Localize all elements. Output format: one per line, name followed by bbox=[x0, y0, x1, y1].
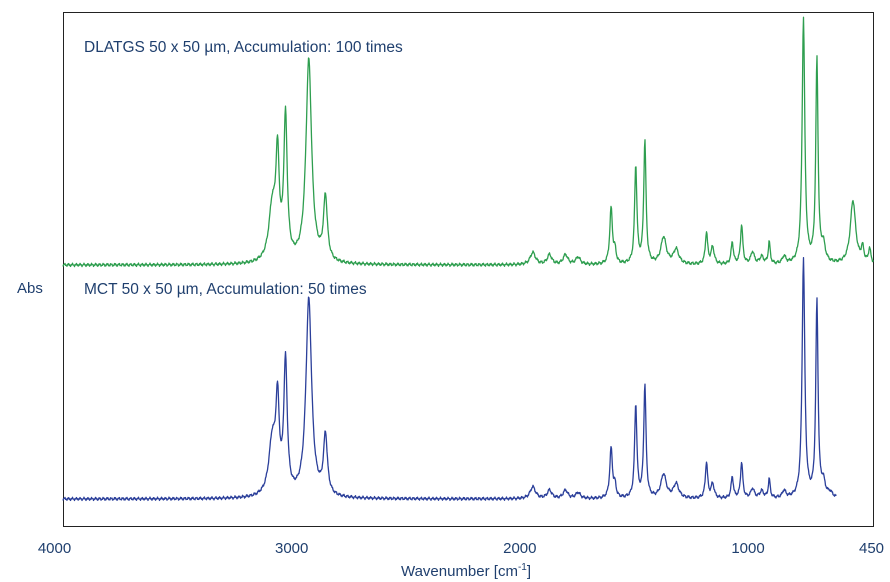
x-tick-label: 2000 bbox=[503, 540, 536, 557]
x-axis-ticks: 4000 3000 2000 1000 450 bbox=[38, 540, 884, 557]
x-tick-label: 3000 bbox=[275, 540, 308, 557]
x-axis-label-unit-exponent: -1 bbox=[518, 562, 527, 573]
y-axis-label: Abs bbox=[17, 280, 43, 297]
series-line-mct bbox=[62, 257, 837, 502]
x-tick-label: 4000 bbox=[38, 540, 71, 557]
series-label-mct: MCT 50 x 50 µm, Accumulation: 50 times bbox=[84, 281, 367, 298]
series-line-dlatgs bbox=[62, 16, 875, 268]
x-tick-label: 450 bbox=[859, 540, 884, 557]
series-label-dlatgs: DLATGS 50 x 50 µm, Accumulation: 100 tim… bbox=[84, 39, 403, 56]
plot-frame bbox=[63, 12, 874, 527]
x-axis-label: Wavenumber [cm-1] bbox=[401, 562, 531, 580]
x-tick-label: 1000 bbox=[731, 540, 764, 557]
series-lines bbox=[62, 16, 875, 502]
